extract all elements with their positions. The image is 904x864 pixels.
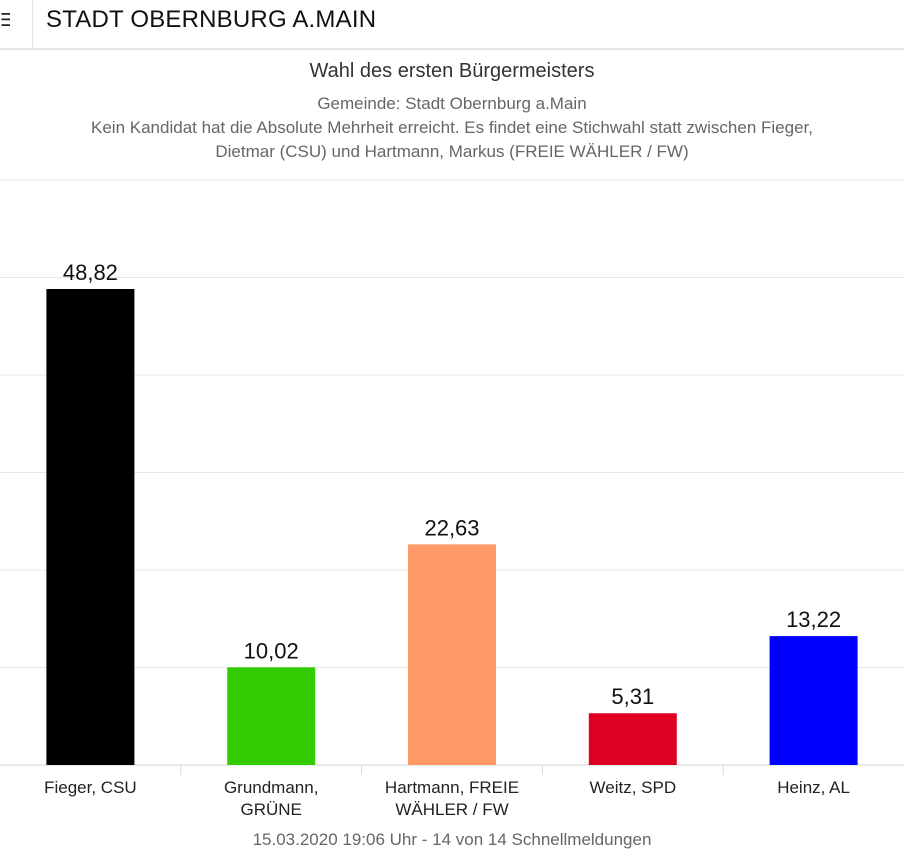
data-label: 48,82 [63, 260, 118, 285]
bar [46, 289, 135, 765]
app-title: STADT OBERNBURG A.MAIN [46, 6, 377, 33]
x-tick-label: Weitz, SPD [590, 778, 677, 797]
subtitle-line-runoff-1: Kein Kandidat hat die Absolute Mehrheit … [91, 118, 813, 137]
bar [588, 713, 677, 765]
x-tick-label: Fieger, CSU [44, 778, 137, 797]
menu-icon[interactable]: ☰ [0, 10, 10, 30]
x-tick-label: WÄHLER / FW [395, 800, 508, 819]
subtitle-line-municipality: Gemeinde: Stadt Obernburg a.Main [317, 94, 587, 113]
chart-subtitle: Gemeinde: Stadt Obernburg a.Main Kein Ka… [0, 92, 904, 164]
data-label: 13,22 [786, 607, 841, 632]
app-header: ☰ STADT OBERNBURG A.MAIN [0, 0, 904, 50]
chart-title: Wahl des ersten Bürgermeisters [309, 60, 595, 82]
x-tick-label: Hartmann, FREIE [385, 778, 519, 797]
data-label: 5,31 [611, 684, 654, 709]
chart-footer: 15.03.2020 19:06 Uhr - 14 von 14 Schnell… [252, 830, 652, 849]
bar [227, 667, 316, 765]
bar [408, 544, 496, 765]
x-tick-label: Grundmann, [224, 778, 319, 797]
x-tick-label: Heinz, AL [777, 778, 850, 797]
header-divider [32, 0, 33, 48]
x-tick-label: GRÜNE [240, 800, 301, 819]
bar [769, 636, 858, 765]
data-label: 10,02 [244, 638, 299, 663]
data-label: 22,63 [424, 515, 479, 540]
subtitle-line-runoff-2: Dietmar (CSU) und Hartmann, Markus (FREI… [215, 142, 689, 161]
